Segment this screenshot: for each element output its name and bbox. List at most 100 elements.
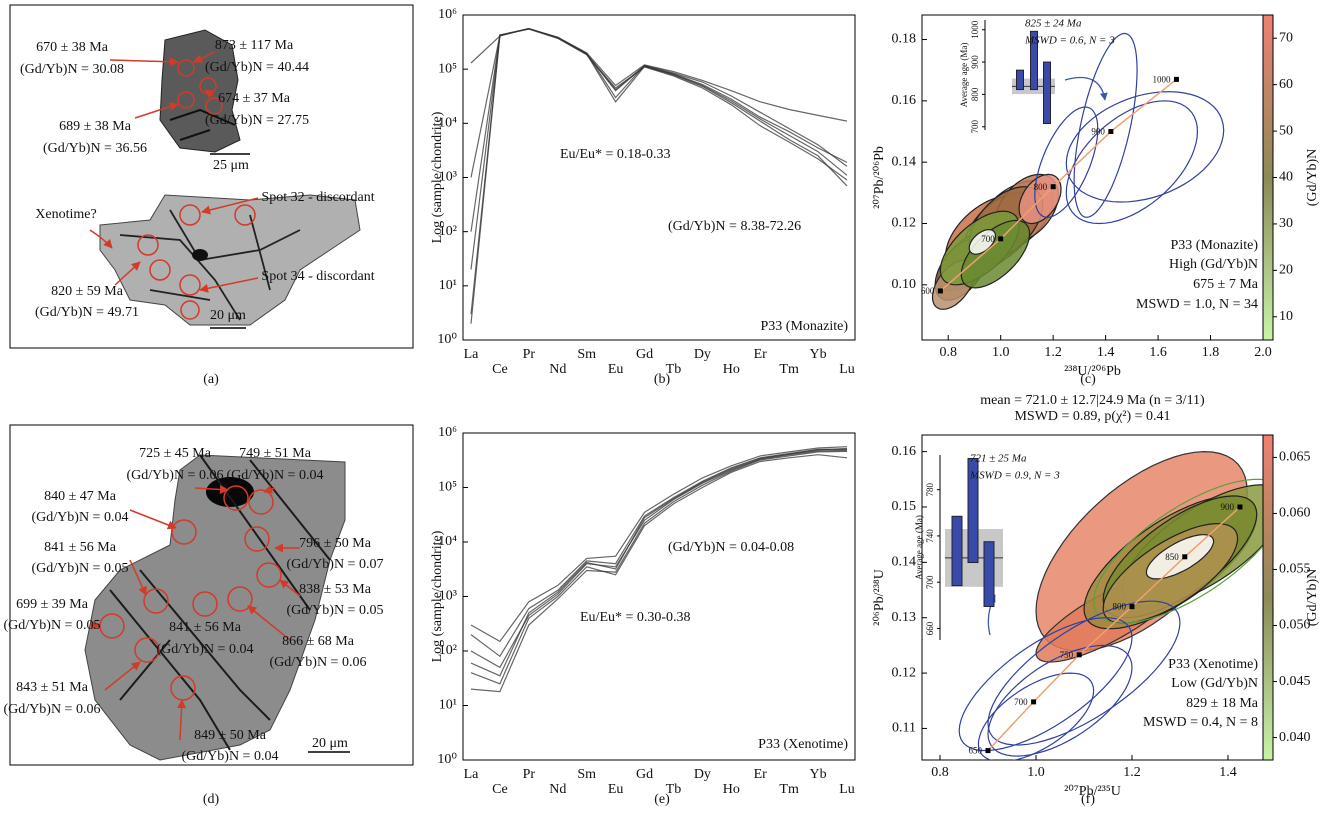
x-tick-label: La [464,767,480,782]
x-tick-label: Nd [549,782,566,797]
x-tick-label: Pr [523,347,536,362]
image-label: (Gd/Yb)N = 0.05 [287,603,384,618]
age-label: 800 [1034,182,1048,192]
image-label: 796 ± 50 Ma [299,536,372,551]
image-label: (Gd/Yb)N = 0.04 [227,468,324,483]
x-tick-label: Tm [779,362,799,377]
inset-tick-label: 800 [970,87,980,101]
x-tick-label: Eu [608,782,624,797]
inset-tick-label: 700 [925,575,935,589]
caption: (b) [654,372,671,387]
x-tick-label: Lu [839,362,855,377]
x-tick-label: Gd [636,767,653,782]
concordia-point [1173,76,1179,82]
concordia-point [1182,554,1188,560]
series-line [470,450,848,693]
image-label: 20 μm [312,736,348,751]
image-label: 840 ± 47 Ma [44,489,117,504]
x-tick-label: 0.8 [931,765,949,780]
x-axis-label: ²⁰⁷Pb/²³⁵U [1064,784,1121,799]
inset-tick-label: 900 [970,55,980,69]
image-label: 838 ± 53 Ma [299,582,372,597]
concordia-point [937,288,943,294]
age-label: 800 [1112,602,1126,612]
image-label: 866 ± 68 Ma [282,634,355,649]
x-tick-label: Dy [694,767,711,782]
error-ellipse [977,672,1095,760]
age-label: 700 [981,234,995,244]
y-tick-label: 0.16 [892,444,917,459]
x-tick-label: Ho [723,782,740,797]
inset-text: 721 ± 25 Ma [970,453,1027,465]
series-line [470,27,848,232]
image-label: (Gd/Yb)N = 49.71 [35,305,139,320]
x-tick-label: Ho [723,362,740,377]
caption: (c) [1080,372,1096,387]
image-label: 873 ± 117 Ma [215,38,294,53]
y-tick-label: 0.12 [892,216,917,231]
y-tick-label: 10⁵ [438,61,457,76]
y-tick-label: 0.12 [892,665,917,680]
image-label: 820 ± 59 Ma [51,284,124,299]
x-tick-label: 1.4 [1097,345,1115,360]
y-axis-label: Log (sample/chondrite) [430,530,445,662]
annotation: Low (Gd/Yb)N [1171,676,1258,691]
inset-text: MSWD = 0.9, N = 3 [969,470,1060,482]
x-tick-label: 2.0 [1254,345,1272,360]
image-label: 670 ± 38 Ma [36,40,109,55]
x-tick-label: 1.2 [1044,345,1062,360]
x-tick-label: Ce [492,362,508,377]
age-label: 900 [1091,127,1105,137]
y-axis-label: ²⁰⁶Pb/²³⁸U [872,569,887,626]
colorbar-tick-label: 20 [1279,263,1293,278]
series-line [470,446,848,643]
colorbar [1262,434,1274,761]
x-tick-label: 1.4 [1219,765,1237,780]
x-tick-label: Pr [523,767,536,782]
x-tick-label: 0.8 [939,345,957,360]
y-tick-label: 10⁰ [437,752,457,767]
y-tick-label: 10¹ [439,698,457,713]
annotation: P33 (Xenotime) [1168,657,1258,672]
x-tick-label: Tb [666,782,682,797]
series-line [470,454,848,685]
error-ellipse [1092,478,1263,624]
annotation: 675 ± 7 Ma [1193,277,1259,292]
annotation: MSWD = 0.4, N = 8 [1143,715,1258,730]
plot-area [958,450,1263,760]
y-tick-label: 10¹ [439,278,457,293]
colorbar-tick-label: 60 [1279,77,1293,92]
concordia-point [1237,504,1243,510]
error-ellipse [987,644,1133,757]
inset-y-label: Average age (Ma) [914,515,924,580]
image-label: 725 ± 45 Ma [139,446,212,461]
image-label: (Gd/Yb)N = 0.04 [182,749,279,764]
inset-tick-label: 780 [925,482,935,496]
colorbar-tick-label: 70 [1279,30,1293,45]
y-tick-label: 10⁴ [438,116,457,131]
age-label: 750 [1060,650,1074,660]
image-label: 843 ± 51 Ma [16,680,89,695]
colorbar-tick-label: 0.060 [1279,506,1311,521]
x-tick-label: 1.2 [1123,765,1141,780]
error-ellipse [987,600,1181,746]
x-tick-label: Yb [810,767,827,782]
image-label: (Gd/Yb)N = 0.06 [4,702,101,717]
image-label: (Gd/Yb)N = 0.06 [127,468,224,483]
inset-bar [1043,61,1051,125]
age-label: 700 [1014,697,1028,707]
x-tick-label: 1.0 [1027,765,1045,780]
y-tick-label: 0.18 [892,32,917,47]
colorbar-label: (Gd/Yb)N [1305,569,1320,627]
series-line [470,27,848,122]
series-line [470,448,847,658]
error-ellipse [1073,32,1138,218]
colorbar-tick-label: 10 [1279,309,1293,324]
annotation: 829 ± 18 Ma [1186,696,1259,711]
image-label: (Gd/Yb)N = 0.06 [270,655,367,670]
series-line [470,447,848,677]
inset-text: MSWD = 0.6, N = 3 [1024,35,1115,47]
image-label: (Gd/Yb)N = 27.75 [205,113,309,128]
caption: (d) [203,792,220,807]
